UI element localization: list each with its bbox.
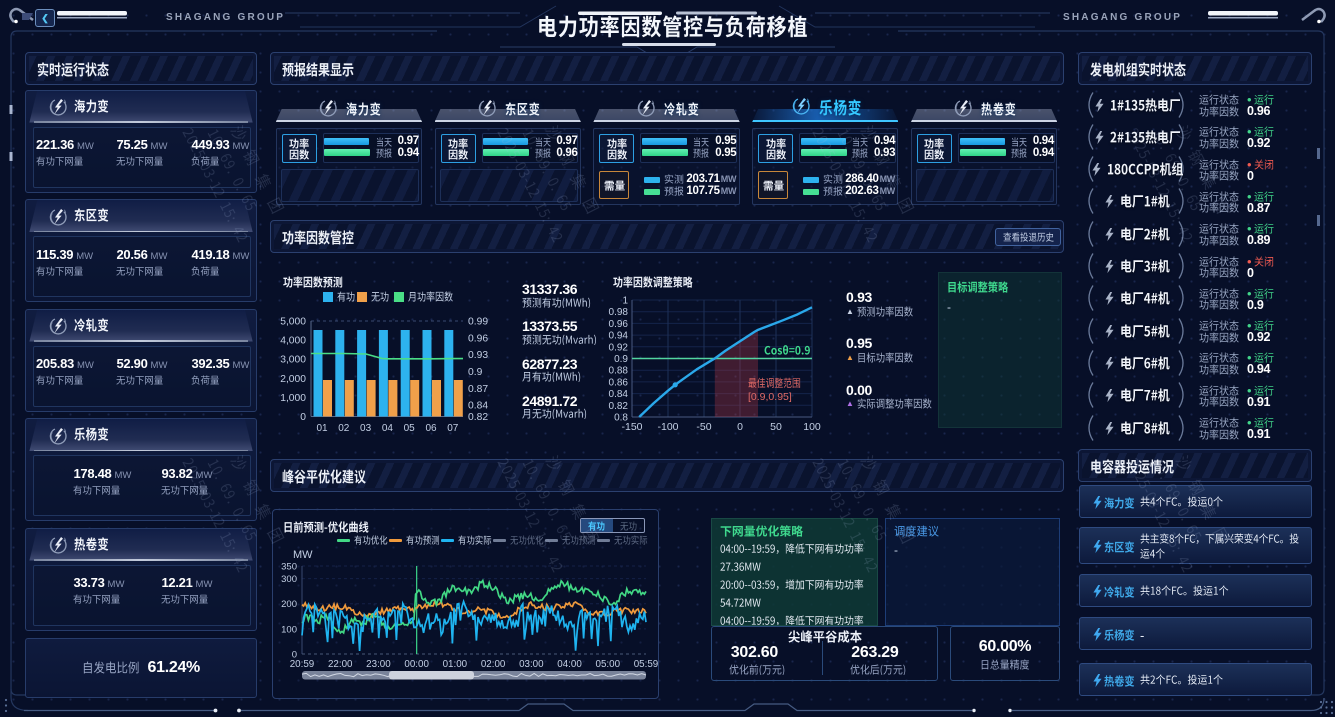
svg-text:0.84: 0.84 <box>468 401 488 412</box>
svg-text:0: 0 <box>300 412 306 423</box>
svg-text:0.88: 0.88 <box>609 366 629 377</box>
svg-text:06: 06 <box>425 423 437 434</box>
svg-text:0.92: 0.92 <box>609 342 629 353</box>
svg-text:100: 100 <box>803 421 821 433</box>
svg-text:0.82: 0.82 <box>609 401 629 412</box>
svg-text:-100: -100 <box>657 421 678 433</box>
svg-text:04: 04 <box>382 423 394 434</box>
svg-text:02: 02 <box>338 423 350 434</box>
svg-text:0.9: 0.9 <box>614 354 628 365</box>
svg-text:0: 0 <box>737 421 743 433</box>
svg-text:1,000: 1,000 <box>280 393 306 404</box>
svg-text:1: 1 <box>622 296 628 307</box>
svg-text:01:00: 01:00 <box>443 659 468 670</box>
svg-text:05:00: 05:00 <box>596 659 621 670</box>
svg-text:04:00: 04:00 <box>557 659 582 670</box>
svg-text:4,000: 4,000 <box>280 336 306 347</box>
svg-text:0.96: 0.96 <box>609 319 629 330</box>
svg-text:00:00: 00:00 <box>404 659 429 670</box>
svg-text:23:00: 23:00 <box>366 659 391 670</box>
svg-text:-150: -150 <box>621 421 642 433</box>
svg-text:0.99: 0.99 <box>468 317 488 328</box>
svg-text:22:00: 22:00 <box>328 659 353 670</box>
svg-text:0.98: 0.98 <box>609 307 629 318</box>
svg-text:0.86: 0.86 <box>609 377 629 388</box>
svg-text:350: 350 <box>281 562 297 573</box>
svg-text:[0.9,0.95]: [0.9,0.95] <box>748 391 792 403</box>
svg-text:50: 50 <box>770 421 782 433</box>
svg-text:03:00: 03:00 <box>519 659 544 670</box>
svg-text:0.94: 0.94 <box>609 331 629 342</box>
svg-text:05:59: 05:59 <box>634 659 659 670</box>
svg-text:100: 100 <box>281 624 297 635</box>
svg-text:0.84: 0.84 <box>609 389 629 400</box>
svg-text:0.87: 0.87 <box>468 384 488 395</box>
svg-text:3,000: 3,000 <box>280 355 306 366</box>
svg-text:07: 07 <box>447 423 459 434</box>
svg-text:200: 200 <box>281 599 297 610</box>
svg-text:-50: -50 <box>696 421 711 433</box>
svg-text:2,000: 2,000 <box>280 374 306 385</box>
svg-text:05: 05 <box>404 423 416 434</box>
svg-text:0.82: 0.82 <box>468 412 488 423</box>
svg-text:0.93: 0.93 <box>468 350 488 361</box>
svg-text:20:59: 20:59 <box>290 659 315 670</box>
svg-text:03: 03 <box>360 423 372 434</box>
svg-text:0.96: 0.96 <box>468 334 488 345</box>
svg-text:01: 01 <box>316 423 328 434</box>
svg-text:0.9: 0.9 <box>468 367 483 378</box>
svg-text:300: 300 <box>281 574 297 585</box>
svg-text:02:00: 02:00 <box>481 659 506 670</box>
svg-text:5,000: 5,000 <box>280 317 306 328</box>
